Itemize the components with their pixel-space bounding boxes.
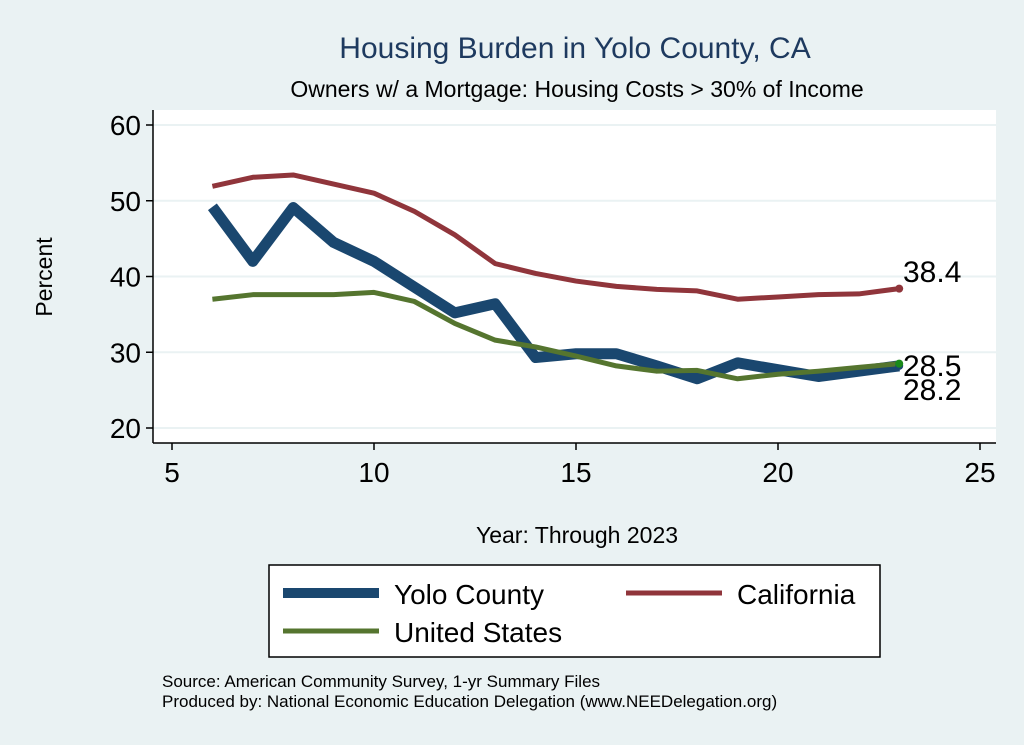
x-tick-label: 5 — [164, 457, 180, 488]
chart-title: Housing Burden in Yolo County, CA — [339, 32, 810, 65]
end-marker-united-states — [895, 359, 904, 368]
legend-label-california: California — [737, 579, 856, 610]
x-tick-label: 15 — [560, 457, 591, 488]
series-line-united-states — [212, 289, 900, 382]
x-tick-label: 20 — [762, 457, 793, 488]
legend-label-yolo: Yolo County — [394, 579, 544, 610]
series-line-yolo-county — [207, 202, 900, 385]
end-label-california: 38.4 — [903, 256, 961, 289]
end-marker-california — [895, 284, 904, 293]
end-label-yolo: 28.2 — [903, 374, 961, 407]
y-tick-label: 20 — [110, 413, 141, 444]
y-axis-label: Percent — [31, 237, 57, 317]
series-line-california — [211, 172, 900, 302]
x-tick-label: 25 — [964, 457, 995, 488]
source-note: Source: American Community Survey, 1-yr … — [162, 672, 600, 691]
x-axis-label: Year: Through 2023 — [476, 522, 678, 548]
legend: Yolo County California United States — [268, 564, 881, 658]
chart-subtitle: Owners w/ a Mortgage: Housing Costs > 30… — [290, 76, 863, 102]
legend-label-united-states: United States — [394, 617, 562, 648]
y-tick-label: 50 — [110, 186, 141, 217]
end-label-united-states: 28.5 — [903, 350, 961, 383]
y-tick-label: 30 — [110, 337, 141, 368]
y-tick-label: 60 — [110, 110, 141, 141]
producer-note: Produced by: National Economic Education… — [162, 692, 777, 711]
x-tick-label: 10 — [358, 457, 389, 488]
y-tick-label: 40 — [110, 262, 141, 293]
